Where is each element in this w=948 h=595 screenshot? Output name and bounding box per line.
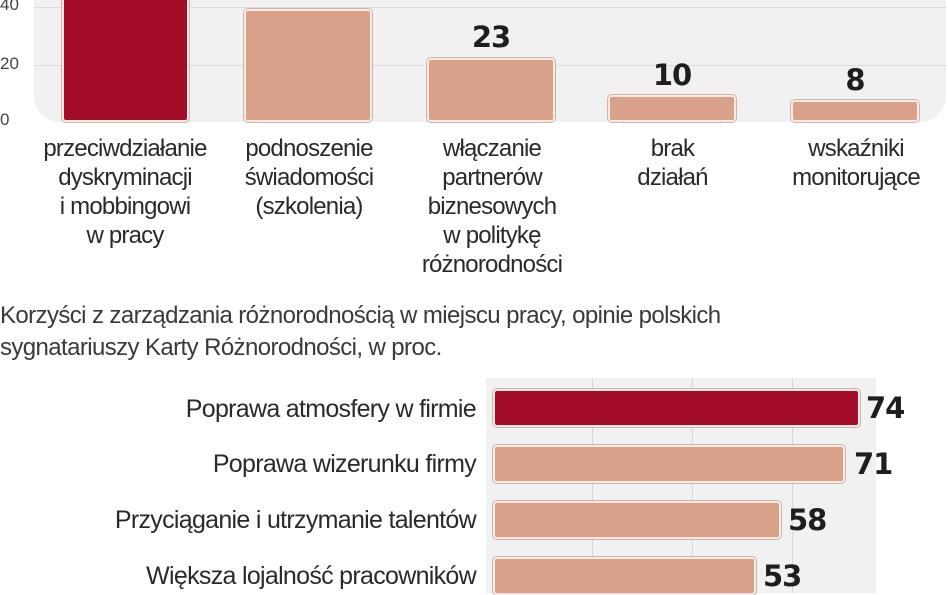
bar-category-label: Poprawa atmosfery w firmie <box>185 395 477 423</box>
gridline-40 <box>34 7 946 8</box>
gridline-60 <box>792 378 793 593</box>
y-tick-0: 0 <box>0 110 10 129</box>
column-bar-partners <box>427 58 555 122</box>
gridline-40 <box>692 378 693 593</box>
bar-category-label: Przyciąganie i utrzymanie talentów <box>114 506 477 534</box>
column-bar-indicators <box>791 100 919 122</box>
bar-loyalty <box>493 557 756 595</box>
column-category-label: włączanie partnerów biznesowych w polity… <box>421 135 563 278</box>
bar-category-label: Poprawa wizerunku firmy <box>212 450 477 478</box>
column-category-label: wskaźniki monitorujące <box>792 135 921 191</box>
bar-value: 58 <box>788 503 827 537</box>
bar-talent <box>493 501 781 539</box>
column-value: 10 <box>652 58 692 92</box>
column-bar-antidiscrimination <box>62 0 189 122</box>
column-category-label: podnoszenie świadomości (szkolenia) <box>244 135 374 220</box>
bar-value: 71 <box>854 447 893 481</box>
y-tick-20: 20 <box>0 54 19 73</box>
bar-category-label: Większa lojalność pracowników <box>146 562 477 590</box>
bar-value: 53 <box>763 559 802 593</box>
column-category-label: przeciwdziałanie dyskryminacji i mobbing… <box>43 135 207 249</box>
column-bar-no-action <box>608 95 736 122</box>
column-bar-awareness <box>244 9 372 122</box>
top-column-chart: 0 20 40 23 10 8 przeciwdziałanie dyskrym… <box>0 0 948 290</box>
bar-atmosphere <box>493 389 860 427</box>
column-category-label: brak działań <box>637 135 708 191</box>
y-tick-40: 40 <box>0 0 19 14</box>
gridline-20 <box>592 378 593 593</box>
column-value: 8 <box>845 63 865 97</box>
column-value: 23 <box>471 20 511 54</box>
bar-value: 74 <box>866 391 905 425</box>
chart-subtitle: Korzyści z zarządzania różnorodnością w … <box>0 302 721 361</box>
bar-image <box>493 445 845 483</box>
